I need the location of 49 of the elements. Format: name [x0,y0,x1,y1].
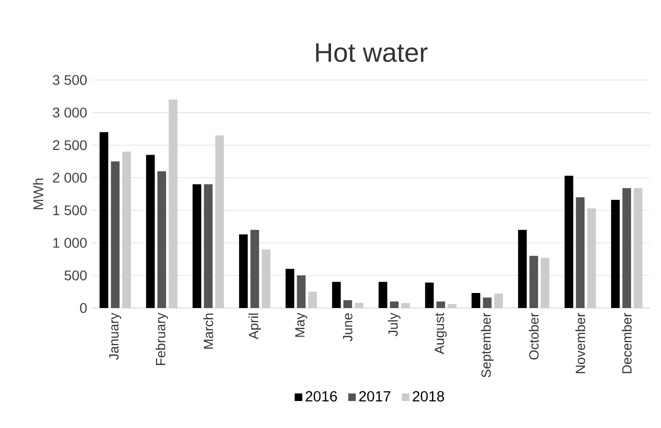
x-tick-label: January [109,312,122,360]
bar [472,293,480,308]
bar [564,176,574,308]
bar [110,161,120,308]
chart-title: Hot water [316,43,428,62]
legend-label: 2017 [359,391,390,402]
bar [436,301,446,308]
bar [146,154,155,308]
x-tick-label: April [248,314,261,340]
bar [296,275,306,308]
bar [157,171,166,308]
bar [529,256,538,308]
bar [204,184,213,308]
bar [622,188,632,308]
y-tick-label: 2 500 [52,140,87,150]
y-tick-label: 1 000 [53,238,87,248]
bar [390,301,399,308]
bar [343,300,352,308]
bar [611,200,620,308]
x-tick-label: December [622,312,632,374]
bar [425,282,434,308]
bar [576,197,585,308]
bar [239,234,248,308]
bar [518,230,527,308]
y-tick-label: 3 500 [52,75,87,85]
bar [378,282,388,308]
y-tick-label: 0 [80,303,87,313]
bar [332,282,341,308]
x-tick-label: July [388,312,400,336]
bar [286,268,294,308]
legend-label: 2018 [412,391,444,402]
x-tick-label: May [295,312,308,337]
y-axis-title: MWh [32,178,44,210]
x-tick-label: September [481,312,494,378]
x-tick-label: February [156,312,168,365]
y-tick-label: 3 000 [52,108,87,118]
bar [250,230,260,308]
x-tick-label: June [343,313,352,342]
bar [100,132,108,308]
y-tick-label: 500 [64,270,87,280]
x-tick-label: November [575,312,586,374]
x-tick-label: August [434,312,447,354]
bar [192,184,202,308]
legend-label: 2016 [306,391,337,402]
bar [482,298,492,308]
y-tick-label: 1 500 [53,205,87,216]
y-tick-label: 2 000 [52,172,87,183]
x-tick-label: October [528,312,539,360]
x-tick-label: March [203,314,214,349]
